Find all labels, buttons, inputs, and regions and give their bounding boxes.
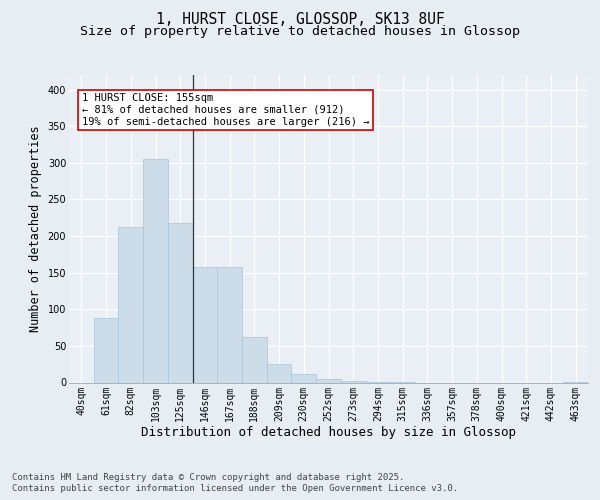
- Y-axis label: Number of detached properties: Number of detached properties: [29, 126, 42, 332]
- Bar: [143, 159, 168, 382]
- Bar: [168, 223, 193, 382]
- Bar: [217, 267, 242, 382]
- Bar: [267, 364, 292, 382]
- Bar: [193, 267, 217, 382]
- Text: Contains HM Land Registry data © Crown copyright and database right 2025.: Contains HM Land Registry data © Crown c…: [12, 472, 404, 482]
- Bar: [94, 318, 118, 382]
- Text: Contains public sector information licensed under the Open Government Licence v3: Contains public sector information licen…: [12, 484, 458, 493]
- Bar: [292, 374, 316, 382]
- Bar: [341, 381, 365, 382]
- Bar: [118, 226, 143, 382]
- Text: Size of property relative to detached houses in Glossop: Size of property relative to detached ho…: [80, 25, 520, 38]
- Bar: [242, 337, 267, 382]
- Text: 1, HURST CLOSE, GLOSSOP, SK13 8UF: 1, HURST CLOSE, GLOSSOP, SK13 8UF: [155, 12, 445, 28]
- Bar: [316, 379, 341, 382]
- Text: 1 HURST CLOSE: 155sqm
← 81% of detached houses are smaller (912)
19% of semi-det: 1 HURST CLOSE: 155sqm ← 81% of detached …: [82, 94, 370, 126]
- X-axis label: Distribution of detached houses by size in Glossop: Distribution of detached houses by size …: [141, 426, 516, 439]
